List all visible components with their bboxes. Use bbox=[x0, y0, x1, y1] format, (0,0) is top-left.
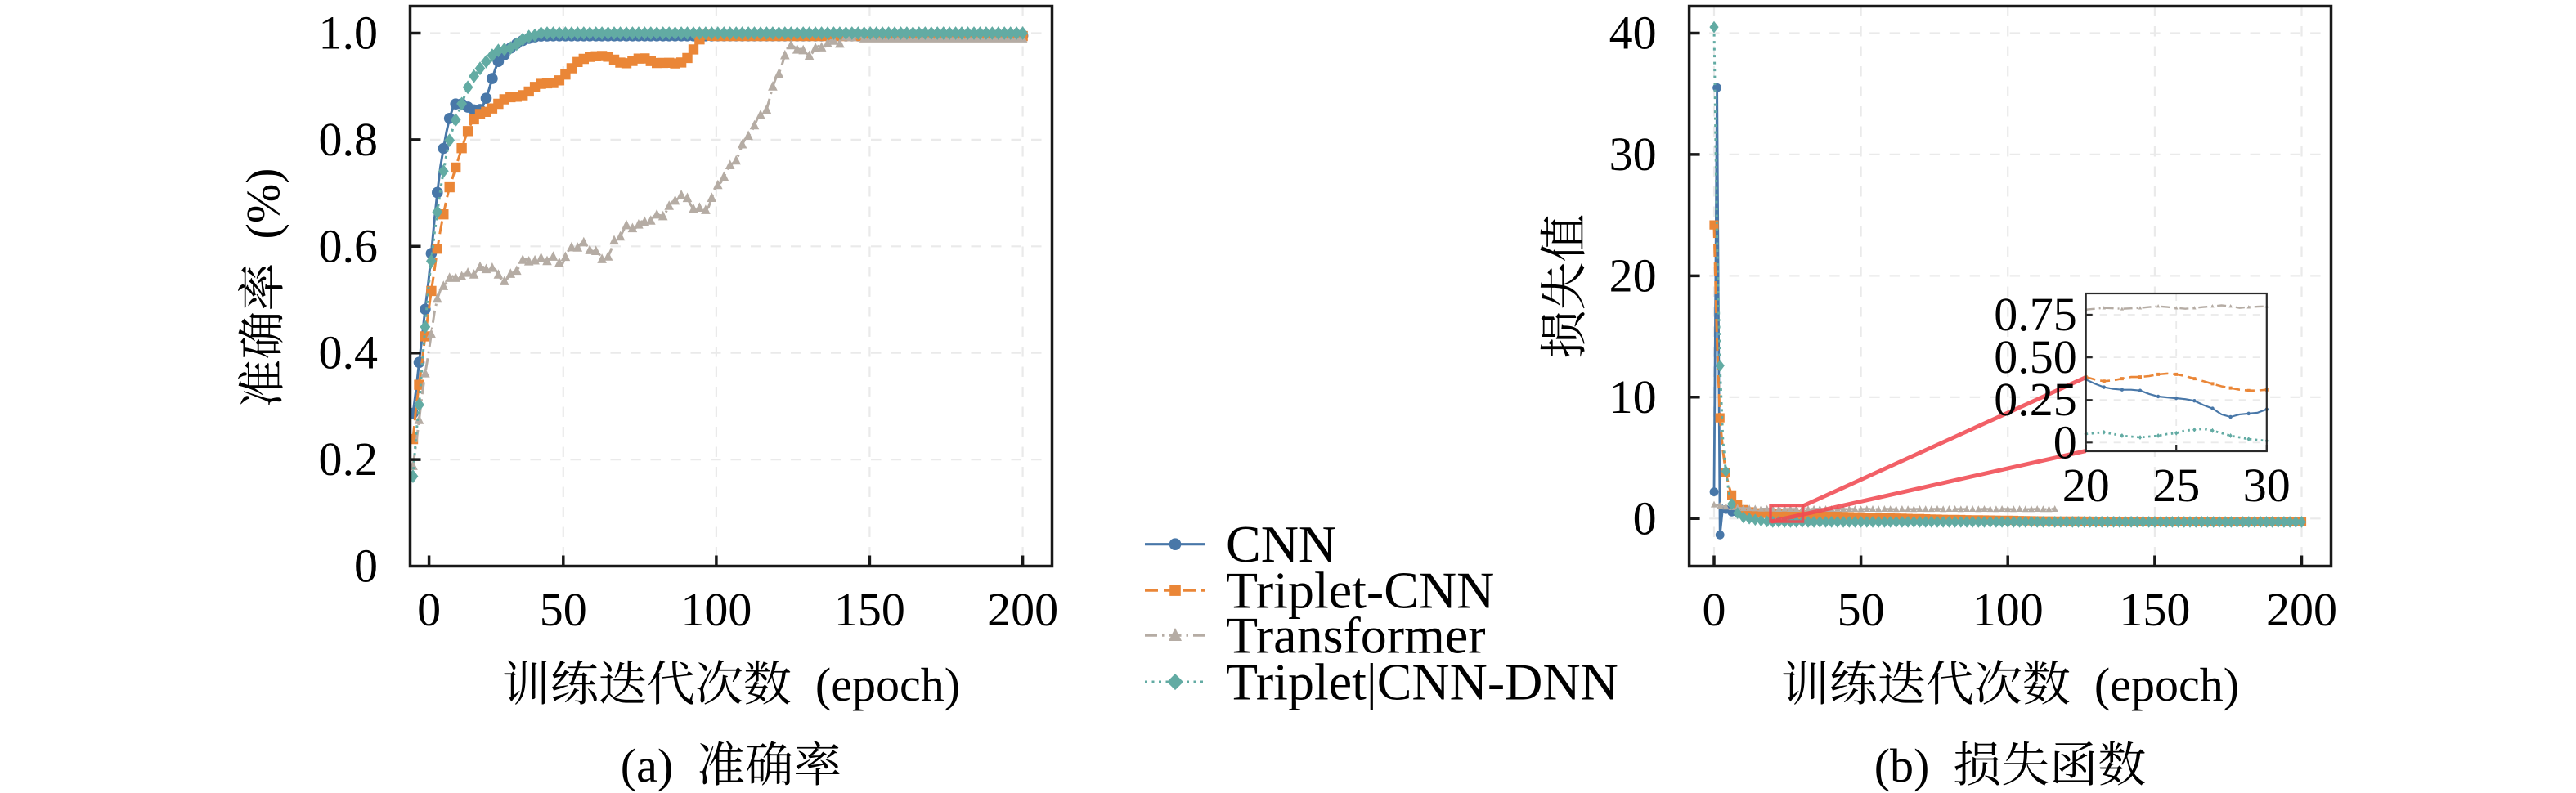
svg-text:100: 100 bbox=[680, 583, 752, 636]
svg-text:20: 20 bbox=[1609, 249, 1657, 302]
svg-text:0: 0 bbox=[354, 540, 378, 593]
svg-text:1.0: 1.0 bbox=[319, 7, 379, 60]
svg-text:150: 150 bbox=[834, 583, 905, 636]
svg-text:100: 100 bbox=[1972, 583, 2044, 636]
svg-text:0.4: 0.4 bbox=[319, 326, 379, 379]
svg-text:0.8: 0.8 bbox=[319, 113, 379, 166]
svg-text:200: 200 bbox=[987, 583, 1058, 636]
svg-text:(%): (%) bbox=[236, 168, 289, 263]
svg-text:40: 40 bbox=[1609, 7, 1657, 60]
svg-text:0.50: 0.50 bbox=[1994, 330, 2077, 383]
svg-text:0: 0 bbox=[2053, 415, 2077, 468]
svg-text:Triplet-CNN: Triplet-CNN bbox=[1226, 562, 1494, 620]
svg-text:0.75: 0.75 bbox=[1994, 288, 2077, 341]
svg-text:0.2: 0.2 bbox=[319, 432, 379, 486]
svg-text:0: 0 bbox=[1703, 583, 1726, 636]
svg-text:0: 0 bbox=[1633, 491, 1657, 544]
svg-text:25: 25 bbox=[2152, 459, 2200, 512]
svg-text:(a): (a) bbox=[621, 739, 697, 792]
svg-text:0.25: 0.25 bbox=[1994, 373, 2077, 426]
svg-text:0.6: 0.6 bbox=[319, 219, 379, 272]
svg-text:50: 50 bbox=[540, 583, 587, 636]
svg-text:(b): (b) bbox=[1874, 739, 1954, 792]
svg-text:Transformer: Transformer bbox=[1226, 607, 1486, 665]
svg-text:0: 0 bbox=[417, 583, 441, 636]
svg-text:20: 20 bbox=[2062, 459, 2110, 512]
svg-text:200: 200 bbox=[2266, 583, 2337, 636]
svg-text:(epoch): (epoch) bbox=[792, 658, 960, 711]
svg-text:30: 30 bbox=[1609, 128, 1657, 181]
svg-text:150: 150 bbox=[2119, 583, 2190, 636]
svg-text:Triplet|CNN-DNN: Triplet|CNN-DNN bbox=[1226, 653, 1618, 711]
svg-text:10: 10 bbox=[1609, 370, 1657, 423]
svg-text:30: 30 bbox=[2243, 459, 2291, 512]
svg-text:50: 50 bbox=[1838, 583, 1885, 636]
svg-text:CNN: CNN bbox=[1226, 515, 1336, 573]
svg-text:(epoch): (epoch) bbox=[2071, 658, 2239, 711]
